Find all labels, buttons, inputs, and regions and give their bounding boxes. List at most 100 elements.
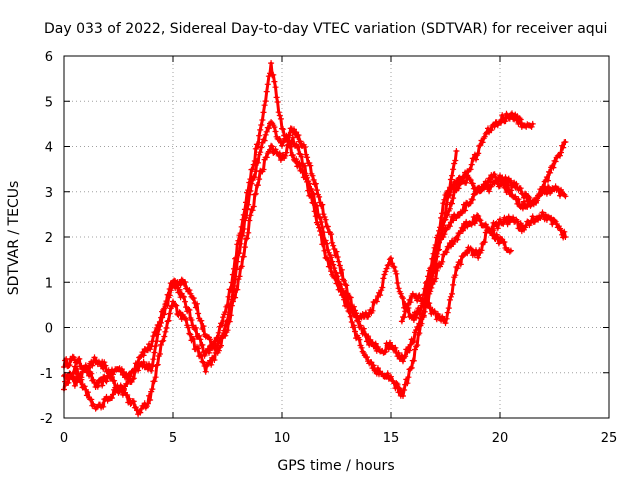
data-point bbox=[345, 308, 352, 314]
data-point bbox=[237, 240, 244, 247]
data-point bbox=[392, 344, 399, 351]
data-point bbox=[222, 332, 229, 339]
data-point bbox=[498, 119, 505, 126]
data-point bbox=[470, 214, 477, 220]
data-point bbox=[295, 144, 302, 151]
data-point bbox=[450, 281, 457, 288]
data-point bbox=[149, 386, 156, 393]
data-point bbox=[150, 356, 157, 363]
data-point bbox=[414, 297, 421, 304]
data-point bbox=[324, 223, 331, 230]
data-point bbox=[526, 194, 533, 201]
data-point bbox=[315, 221, 321, 228]
data-point bbox=[186, 307, 193, 313]
data-point bbox=[166, 292, 173, 299]
data-point bbox=[492, 221, 499, 227]
data-point bbox=[353, 310, 360, 317]
data-point bbox=[382, 268, 389, 275]
data-point bbox=[309, 172, 316, 179]
data-point bbox=[129, 376, 136, 383]
data-point bbox=[449, 200, 455, 207]
data-point bbox=[215, 347, 222, 354]
data-point bbox=[434, 247, 441, 253]
x-tick-label: 20 bbox=[492, 431, 509, 446]
data-point bbox=[130, 375, 137, 382]
y-tick-label: -1 bbox=[40, 367, 53, 382]
data-point bbox=[190, 336, 197, 342]
data-point bbox=[90, 376, 97, 383]
data-point bbox=[531, 218, 538, 225]
data-point bbox=[507, 177, 514, 184]
data-point bbox=[481, 133, 488, 140]
data-point bbox=[453, 181, 460, 188]
data-point bbox=[395, 350, 402, 356]
data-point bbox=[439, 313, 446, 320]
x-tick-label: 25 bbox=[601, 431, 618, 446]
data-point bbox=[347, 313, 354, 320]
data-point bbox=[312, 180, 319, 187]
y-tick-label: 3 bbox=[45, 186, 53, 201]
data-point bbox=[365, 313, 372, 320]
data-point bbox=[185, 306, 192, 313]
data-point bbox=[400, 358, 406, 365]
data-point bbox=[140, 359, 147, 365]
data-point bbox=[262, 98, 269, 105]
data-point bbox=[459, 253, 466, 260]
data-point bbox=[65, 379, 72, 386]
data-point bbox=[328, 268, 335, 275]
data-point bbox=[255, 182, 261, 189]
data-point bbox=[441, 196, 448, 203]
data-point bbox=[158, 341, 164, 348]
data-point bbox=[249, 207, 256, 214]
data-point bbox=[440, 234, 447, 240]
data-point bbox=[244, 205, 251, 212]
data-point bbox=[269, 143, 276, 150]
x-axis-label: GPS time / hours bbox=[277, 458, 394, 474]
data-point bbox=[551, 217, 558, 224]
data-point bbox=[466, 176, 473, 182]
data-point bbox=[172, 285, 179, 291]
data-point bbox=[431, 253, 438, 260]
data-point bbox=[451, 238, 458, 245]
data-point bbox=[187, 331, 194, 338]
data-point bbox=[255, 159, 261, 166]
data-point bbox=[529, 213, 536, 220]
x-axis-ticks: 0 5 10 15 20 25 bbox=[60, 56, 617, 446]
data-point bbox=[298, 153, 305, 160]
data-point bbox=[386, 374, 393, 381]
data-point bbox=[467, 177, 474, 183]
data-point bbox=[430, 256, 437, 263]
data-point bbox=[265, 73, 272, 80]
data-point bbox=[260, 109, 267, 116]
data-point bbox=[140, 352, 147, 359]
data-point bbox=[449, 172, 455, 179]
data-point bbox=[324, 247, 331, 253]
data-point bbox=[561, 228, 568, 235]
data-point bbox=[362, 309, 369, 316]
data-point bbox=[165, 317, 172, 324]
data-point bbox=[467, 166, 474, 173]
data-point bbox=[229, 298, 236, 305]
data-point bbox=[543, 174, 550, 181]
data-point bbox=[236, 273, 243, 280]
data-point bbox=[407, 299, 414, 306]
data-point bbox=[124, 380, 131, 387]
data-point bbox=[271, 78, 278, 85]
data-point bbox=[540, 187, 547, 194]
data-point bbox=[319, 201, 326, 208]
data-point bbox=[357, 322, 364, 329]
data-point bbox=[489, 232, 496, 239]
data-point bbox=[468, 196, 475, 203]
data-point bbox=[175, 289, 182, 296]
data-point bbox=[378, 287, 385, 294]
data-point bbox=[337, 281, 344, 288]
data-point bbox=[232, 294, 239, 301]
data-point bbox=[432, 275, 439, 282]
data-point bbox=[270, 150, 277, 156]
data-point bbox=[495, 240, 502, 247]
data-point bbox=[183, 316, 190, 323]
data-point bbox=[164, 302, 171, 309]
data-point bbox=[414, 342, 421, 349]
data-point bbox=[215, 329, 222, 336]
